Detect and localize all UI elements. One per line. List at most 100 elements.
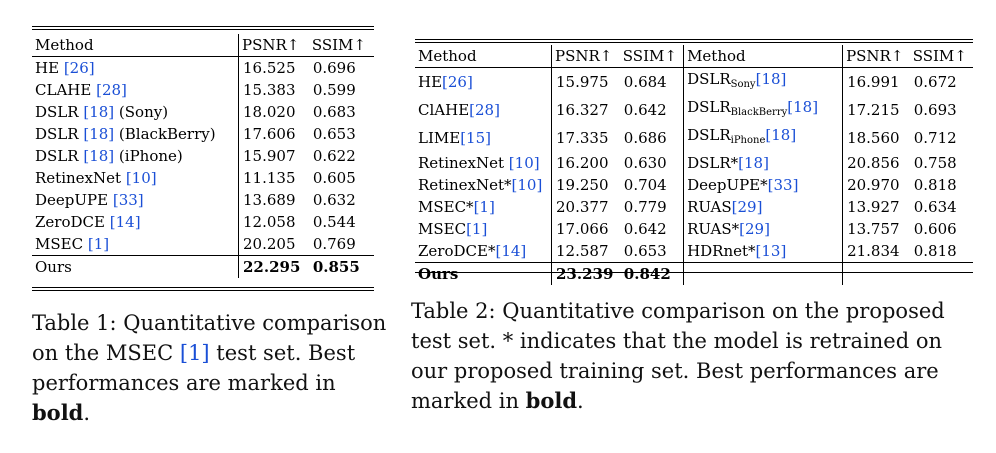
ours-ssim: 0.842 (619, 262, 684, 285)
citation-link[interactable]: [15] (460, 129, 491, 147)
citation-link[interactable]: [26] (63, 59, 95, 77)
psnr-value: 16.327 (550, 96, 620, 124)
table2-bottom-rule (415, 272, 973, 273)
citation-link[interactable]: [18] (83, 125, 115, 143)
table2-row: LIME[15] 17.335 0.686 DSLRiPhone[18] 18.560 0… (415, 124, 973, 152)
citation-link[interactable]: [1] (473, 198, 495, 216)
psnr-value: 17.606 (237, 123, 309, 145)
citation-link[interactable]: [28] (469, 101, 500, 119)
table2-right-method-cell: DSLR*[18] (683, 152, 843, 174)
table2-row: ZeroDCE*[14] 12.587 0.653 HDRnet*[13] 21.834… (415, 240, 973, 263)
psnr-value: 13.757 (842, 218, 910, 240)
table1-row: DSLR [18] (iPhone) 15.907 0.622 (32, 145, 374, 167)
table2-header-method-left: Method (415, 45, 552, 68)
table2-left-method-cell: RetinexNet [10] (415, 152, 552, 174)
table1-method-cell: ZeroDCE [14] (32, 211, 239, 233)
citation-link[interactable]: [1] (87, 235, 110, 253)
psnr-value: 17.215 (842, 96, 910, 124)
citation-link[interactable]: [18] (765, 126, 797, 144)
citation-link[interactable]: [14] (109, 213, 141, 231)
citation-link[interactable]: [26] (442, 73, 473, 91)
psnr-value: 11.135 (237, 167, 309, 189)
table1-row: HE [26] 16.525 0.696 (32, 56, 374, 79)
table2-header-psnr-right: PSNR↑ (842, 45, 910, 68)
table2-left-method-cell: MSEC*[1] (415, 196, 552, 218)
ours-ssim: 0.855 (308, 255, 374, 278)
citation-link[interactable]: [10] (511, 176, 543, 194)
table1-caption-cite[interactable]: [1] (179, 341, 210, 365)
table1-row: DeepUPE [33] 13.689 0.632 (32, 189, 374, 211)
table1-method-cell: DSLR [18] (BlackBerry) (32, 123, 239, 145)
citation-link[interactable]: [10] (125, 169, 157, 187)
ssim-value: 0.769 (312, 235, 356, 253)
method-name: DeepUPE* (687, 176, 768, 194)
table2-caption: Table 2: Quantitative comparison on the … (411, 296, 963, 416)
psnr-value: 19.250 (550, 174, 620, 196)
method-name: DSLR (35, 103, 79, 121)
ssim-value: 0.672 (913, 73, 957, 91)
method-name: DSLR* (687, 154, 739, 172)
method-name: HDRnet* (687, 242, 756, 260)
table2-right-method-cell: DeepUPE*[33] (683, 174, 843, 196)
citation-link[interactable]: [13] (755, 242, 787, 260)
psnr-value: 18.020 (237, 101, 309, 123)
table2-header-psnr-left: PSNR↑ (550, 45, 620, 68)
citation-link[interactable]: [18] (738, 154, 769, 172)
table2-container: Method PSNR↑ SSIM↑ Method PSNR↑ SSIM↑ HE… (415, 39, 973, 285)
table2-row: RetinexNet*[10] 19.250 0.704 DeepUPE*[33] 20… (415, 174, 973, 196)
ssim-value: 0.630 (623, 154, 667, 172)
table1-row: RetinexNet [10] 11.135 0.605 (32, 167, 374, 189)
table2-row: MSEC*[1] 20.377 0.779 RUAS[29] 13.927 0.634 (415, 196, 973, 218)
ssim-value: 0.544 (312, 213, 356, 231)
method-name: DeepUPE (35, 191, 109, 209)
table2-caption-bold: bold (525, 388, 578, 413)
ssim-value: 0.632 (312, 191, 356, 209)
psnr-value: 12.587 (550, 240, 620, 263)
method-name: RetinexNet (418, 154, 509, 172)
table1-bottom-rule (32, 287, 374, 288)
psnr-value: 20.205 (237, 233, 309, 256)
table2-row: RetinexNet [10] 16.200 0.630 DSLR*[18] 20.85… (415, 152, 973, 174)
table1-caption-text: Table 1: Quantitative comparison on the … (32, 311, 387, 365)
citation-link[interactable]: [18] (83, 147, 115, 165)
table1-top-rule-2 (32, 29, 374, 30)
citation-link[interactable]: [10] (508, 154, 540, 172)
psnr-value: 20.970 (842, 174, 910, 196)
ssim-value: 0.704 (623, 176, 667, 194)
citation-link[interactable]: [33] (112, 191, 144, 209)
empty-cell (683, 262, 843, 285)
method-name: DSLR (35, 125, 79, 143)
table1-header-psnr: PSNR↑ (237, 34, 309, 57)
method-subscript: BlackBerry (730, 107, 788, 118)
psnr-value: 15.907 (237, 145, 309, 167)
citation-link[interactable]: [28] (96, 81, 127, 99)
ssim-value: 0.653 (623, 242, 667, 260)
ours-psnr: 23.239 (550, 262, 620, 285)
ssim-value: 0.686 (623, 129, 667, 147)
table1-top-rule (32, 26, 374, 27)
ssim-value: 0.599 (312, 81, 356, 99)
table1-row: CLAHE [28] 15.383 0.599 (32, 79, 374, 101)
citation-link[interactable]: [18] (755, 70, 787, 88)
ssim-value: 0.818 (913, 176, 957, 194)
table2-left-method-cell: LIME[15] (415, 124, 552, 152)
ssim-value: 0.622 (312, 147, 356, 165)
citation-link[interactable]: [33] (767, 176, 799, 194)
citation-link[interactable]: [29] (731, 198, 763, 216)
psnr-value: 17.335 (550, 124, 620, 152)
psnr-value: 16.200 (550, 152, 620, 174)
citation-link[interactable]: [18] (787, 98, 819, 116)
psnr-value: 16.991 (842, 67, 910, 96)
citation-link[interactable]: [14] (495, 242, 527, 260)
ssim-value: 0.634 (913, 198, 957, 216)
table1-method-cell: MSEC [1] (32, 233, 239, 256)
citation-link[interactable]: [29] (739, 220, 770, 238)
method-name: DSLR (687, 70, 731, 88)
psnr-value: 16.525 (237, 56, 309, 79)
ssim-value: 0.642 (623, 220, 667, 238)
table2-left-method-cell: HE[26] (415, 68, 552, 97)
citation-link[interactable]: [18] (83, 103, 115, 121)
citation-link[interactable]: [1] (466, 220, 488, 238)
table2-row: HE[26] 15.975 0.684 DSLRSony[18] 16.991 0.672 (415, 67, 973, 97)
table2-right-method-cell: HDRnet*[13] (683, 240, 843, 263)
